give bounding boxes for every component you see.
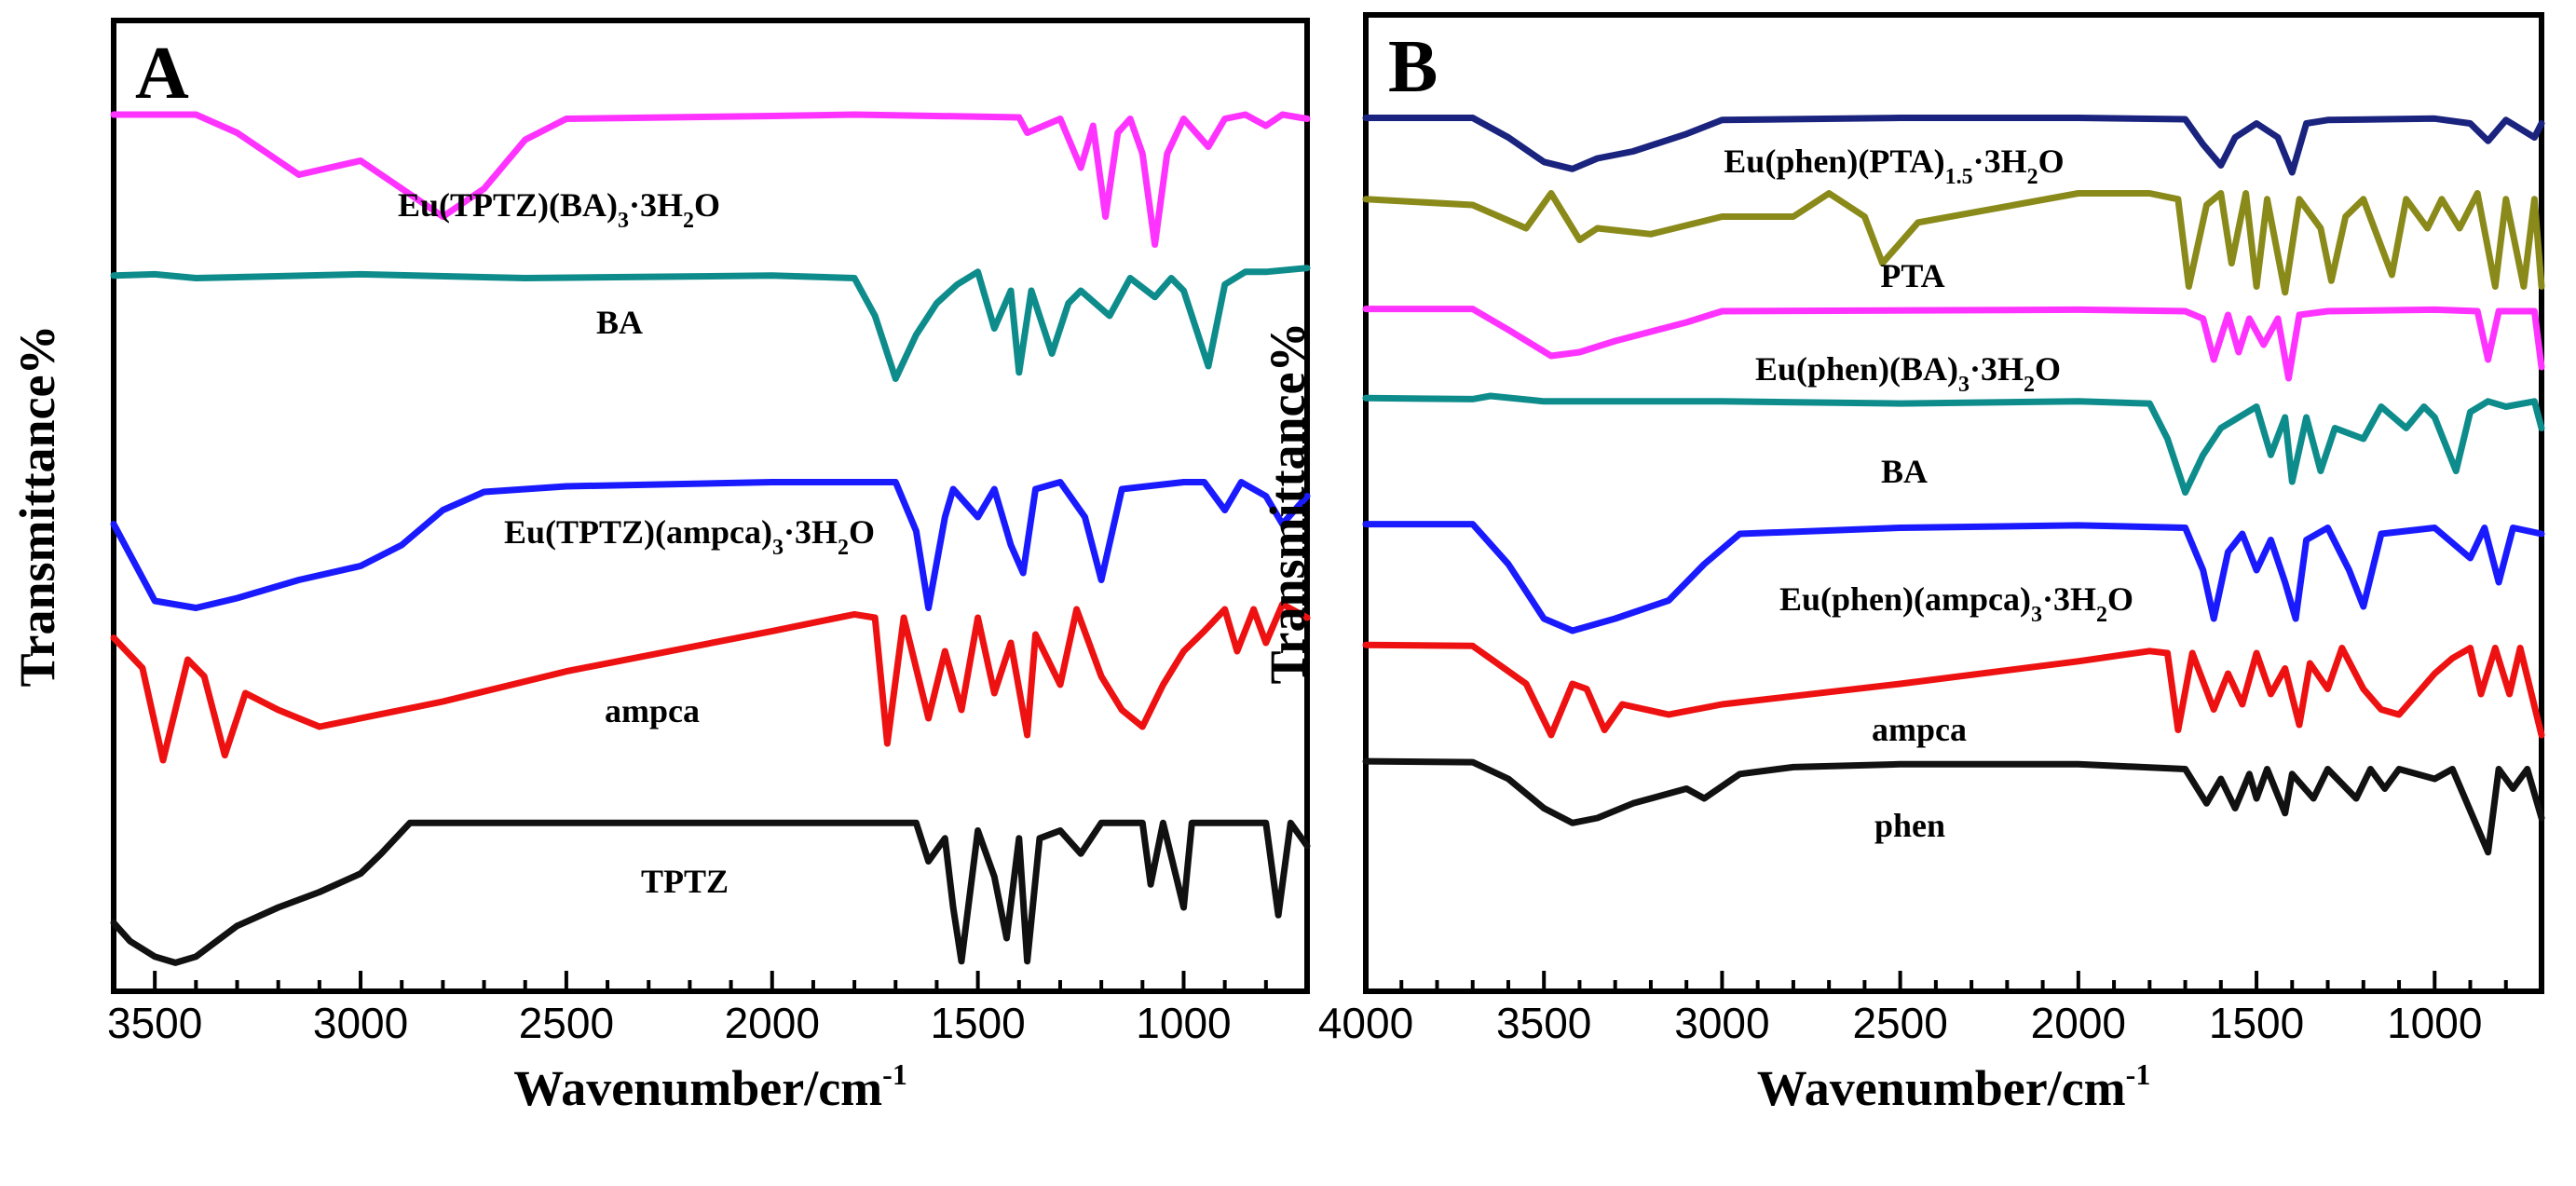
panel-b-x-tick-label: 3000: [1674, 999, 1769, 1047]
panel-b-y-axis-label: Transmittance%: [1260, 322, 1315, 685]
panel-a-x-tick-label: 2000: [725, 999, 820, 1047]
panel-b-series-label: Eu(phen)(PTA)1.5·3H2O: [1724, 143, 2064, 189]
panel-a-series-ba: [110, 265, 1311, 382]
panel-a-plot-frame: [111, 18, 1310, 994]
panel-a-x-tick-label: 3000: [313, 999, 408, 1047]
panel-a-series-label: TPTZ: [641, 863, 729, 900]
panel-a-x-tick-label: 1500: [930, 999, 1025, 1047]
panel-b-series-label: Eu(phen)(ampca)3·3H2O: [1779, 580, 2133, 627]
panel-b-x-tick-label: 1500: [2209, 999, 2304, 1047]
panel-b-x-axis-label: Wavenumber/cm-1: [1757, 1057, 2151, 1116]
panel-b-plot-frame: [1363, 12, 2544, 994]
panel-b-series-label: Eu(phen)(BA)3·3H2O: [1755, 350, 2061, 397]
panel-a-series-label: ampca: [605, 692, 700, 729]
panel-b-x-tick-label: 1000: [2387, 999, 2482, 1047]
panel-a-x-tick-label: 2500: [519, 999, 614, 1047]
panel-a-chart: 3500 3000 2500 2000 1500 1000 Wavenumber/cm-1 T…: [9, 18, 1311, 1116]
panel-a-series-tptz: [110, 819, 1311, 966]
panel-b-series-eu-phen-ba-3-3h2o: [1362, 306, 2545, 382]
panel-a-x-axis-label: Wavenumber/cm-1: [513, 1057, 907, 1116]
panel-a-series-label: Eu(TPTZ)(BA)3·3H2O: [398, 186, 720, 233]
panel-b-series-eu-phen-ampca-3-3h2o: [1362, 521, 2545, 634]
panel-a-series-label: Eu(TPTZ)(ampca)3·3H2O: [504, 513, 875, 560]
panel-b-chart: 4000 3500 3000 2500 2000 1500 1000 Wavenumber/c…: [1260, 12, 2545, 1116]
panel-a-series-label: BA: [596, 304, 643, 341]
panel-a-series-eu-tptz-ba-3-3h2o: [110, 111, 1311, 248]
panel-b-series-phen: [1362, 757, 2545, 856]
panel-a-x-tick-label: 1000: [1136, 999, 1231, 1047]
panel-b-series-ba: [1362, 392, 2545, 496]
panel-b-series-label: ampca: [1872, 711, 1967, 748]
panel-b-x-tick-label: 3500: [1496, 999, 1591, 1047]
panel-a-series-eu-tptz-ampca-3-3h2o: [110, 479, 1311, 611]
panel-b-x-tick-label: 4000: [1318, 999, 1413, 1047]
panel-b-series-pta: [1362, 190, 2545, 296]
panel-b-series-label: phen: [1874, 807, 1945, 844]
panel-a-y-axis-label: Transmittance%: [9, 325, 65, 688]
panel-b-series-label: BA: [1881, 453, 1928, 490]
panel-a-x-tick-label: 3500: [107, 999, 202, 1047]
panel-a-series-ampca: [110, 601, 1311, 764]
panel-b-series-label: PTA: [1880, 257, 1944, 294]
panel-b-letter: B: [1388, 26, 1438, 108]
panel-b-series-ampca: [1362, 641, 2545, 739]
panel-b-series-eu-phen-pta-1-5-3h2o: [1362, 115, 2545, 176]
panel-b-x-tick-label: 2500: [1852, 999, 1947, 1047]
panel-a-letter: A: [135, 33, 189, 115]
panel-b-x-tick-label: 2000: [2031, 999, 2126, 1047]
